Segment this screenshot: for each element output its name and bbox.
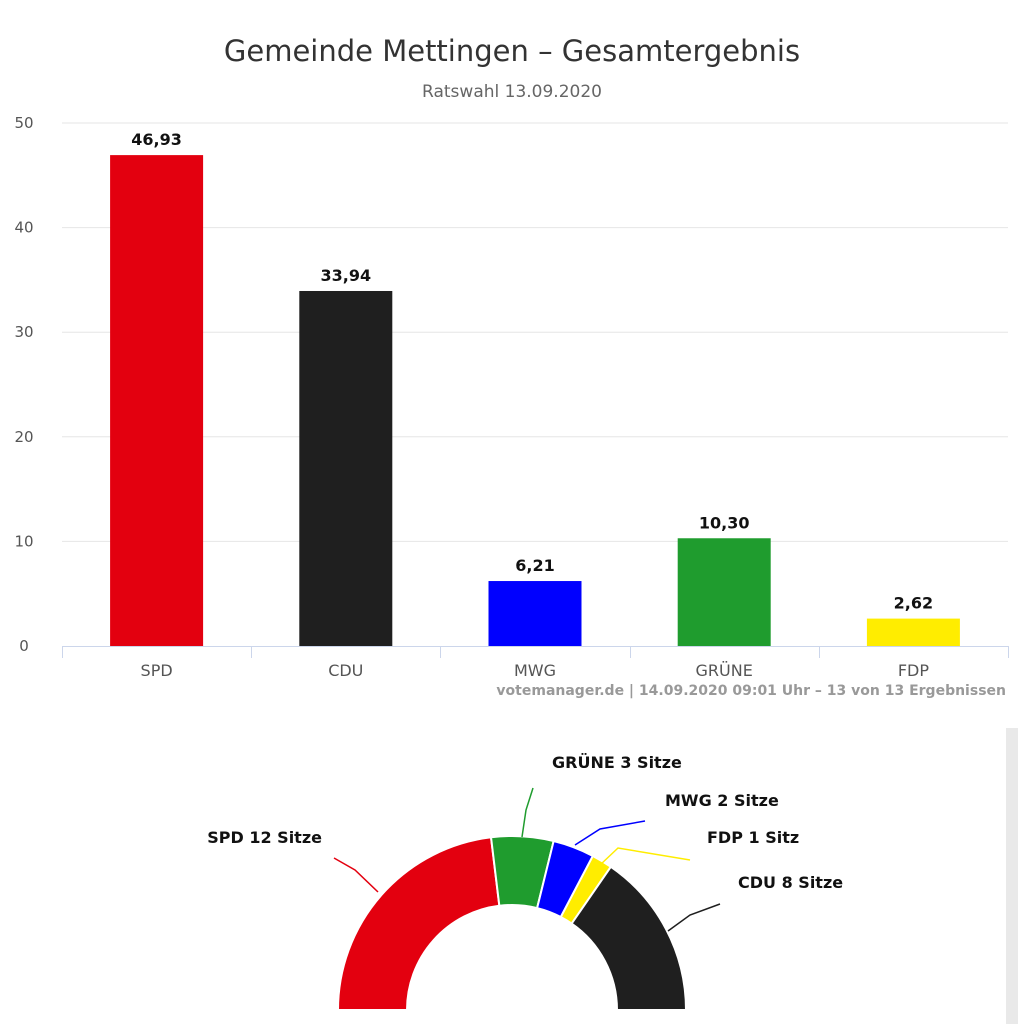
data-label: 33,94: [320, 266, 371, 285]
x-tick-label: MWG: [514, 661, 556, 680]
bar-spd: [110, 155, 204, 647]
seat-slice-spd: [336, 836, 501, 1011]
scrollbar[interactable]: [1006, 728, 1018, 1024]
seat-slice-cdu: [570, 865, 688, 1011]
seat-label: MWG 2 Sitze: [665, 791, 779, 810]
bar-chart: Gemeinde Mettingen – Gesamtergebnis Rats…: [14, 34, 1009, 699]
chart-credits[interactable]: votemanager.de | 14.09.2020 09:01 Uhr – …: [496, 683, 1006, 699]
x-tick-label: SPD: [141, 661, 173, 680]
y-tick-label: 20: [14, 428, 33, 446]
bar-mwg: [488, 581, 582, 646]
data-label: 6,21: [515, 556, 554, 575]
x-tick-label: FDP: [898, 661, 930, 680]
data-label: 2,62: [894, 594, 933, 613]
connector-line: [574, 820, 646, 846]
seat-label: FDP 1 Sitz: [707, 828, 799, 847]
seat-distribution-chart: SPD 12 Sitze GRÜNE 3 Sitze MWG 2 Sitze FDP …: [207, 753, 843, 1011]
seat-label: GRÜNE 3 Sitze: [552, 753, 682, 772]
y-tick-label: 40: [14, 219, 33, 237]
data-label: 10,30: [699, 513, 750, 532]
bar-grüne: [677, 538, 771, 646]
chart-title: Gemeinde Mettingen – Gesamtergebnis: [224, 34, 800, 68]
x-tick-label: GRÜNE: [696, 661, 753, 680]
seat-label: SPD 12 Sitze: [207, 828, 322, 847]
bar-fdp: [866, 618, 960, 646]
y-tick-label: 30: [14, 323, 33, 341]
bar-cdu: [299, 290, 393, 646]
data-label: 46,93: [131, 130, 182, 149]
connector-line: [521, 787, 534, 838]
x-tick-label: CDU: [328, 661, 363, 680]
y-tick-label: 50: [14, 114, 33, 132]
connector-line: [599, 847, 691, 866]
y-tick-label: 10: [14, 532, 33, 550]
connector-line: [333, 857, 379, 893]
seat-label: CDU 8 Sitze: [738, 873, 843, 892]
chart-subtitle: Ratswahl 13.09.2020: [422, 82, 602, 102]
y-tick-label: 0: [19, 637, 29, 655]
connector-line: [667, 903, 721, 932]
